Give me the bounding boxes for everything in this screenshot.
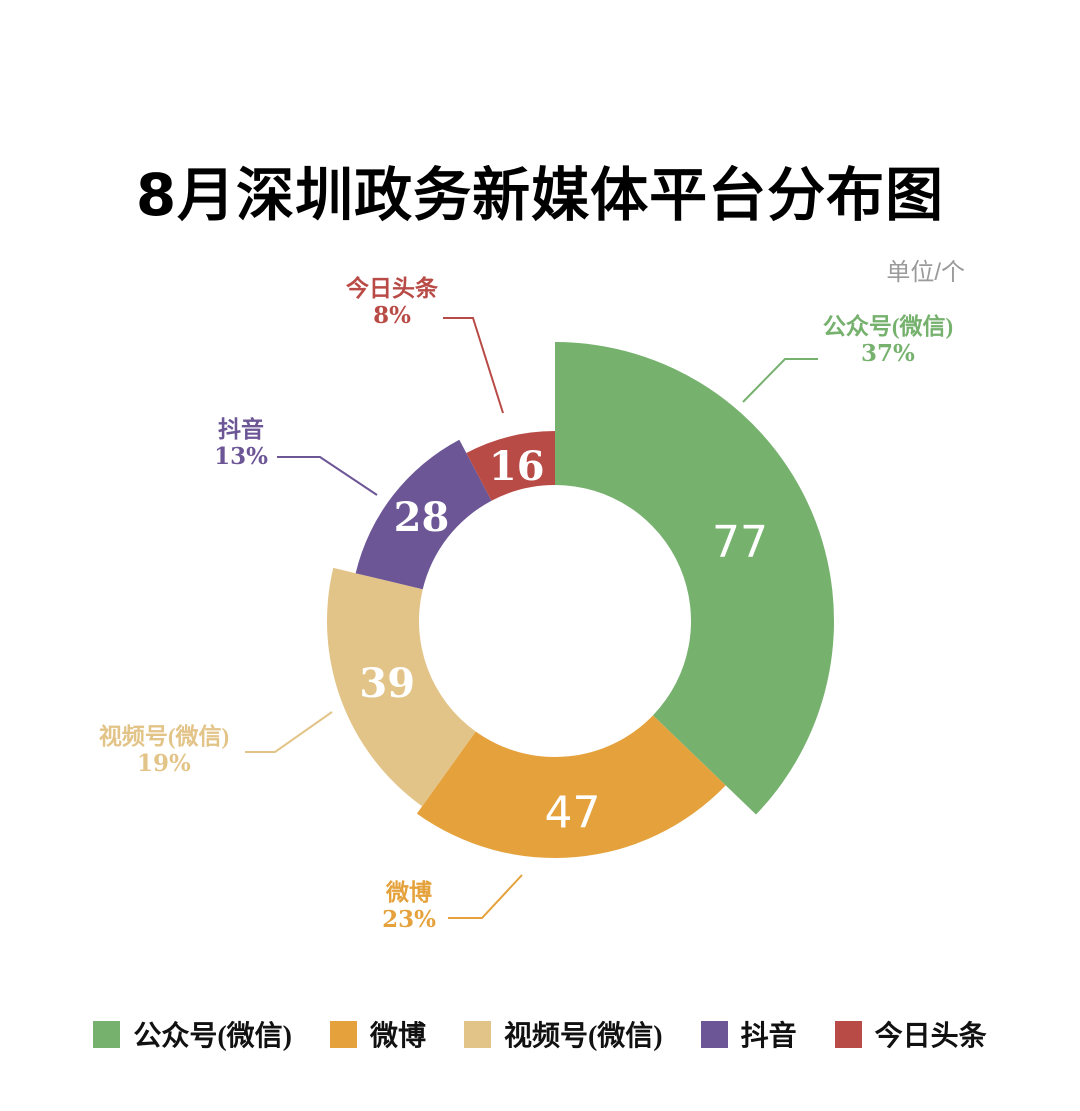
- legend-swatch-douyin: [700, 1020, 728, 1048]
- legend-label-wechat-video-account: 视频号(微信): [503, 1021, 663, 1052]
- callout-toutiao: 今日头条 8%: [346, 275, 438, 329]
- callout-percent-wechat-official-account: 37%: [861, 340, 915, 367]
- callout-name-douyin: 抖音: [218, 417, 264, 442]
- legend: 公众号(微信) 微博 视频号(微信) 抖音 今日头条: [0, 1014, 1080, 1054]
- callout-weibo: 微博 23%: [382, 879, 436, 933]
- leader-line-wechat-official-account: [742, 358, 818, 403]
- callout-name-wechat-video-account: 视频号(微信): [98, 724, 230, 749]
- legend-swatch-wechat-official-account: [93, 1020, 121, 1048]
- leader-line-weibo: [448, 874, 523, 919]
- callout-name-toutiao: 今日头条: [346, 276, 438, 301]
- legend-label-weibo: 微博: [369, 1021, 426, 1052]
- legend-item-wechat-official-account: 公众号(微信): [93, 1014, 292, 1054]
- callout-percent-toutiao: 8%: [373, 302, 411, 329]
- pie-slice-toutiao: [466, 431, 555, 501]
- legend-item-toutiao: 今日头条: [834, 1014, 987, 1054]
- callout-percent-wechat-video-account: 19%: [137, 750, 191, 777]
- callout-percent-weibo: 23%: [382, 906, 436, 933]
- leader-line-wechat-video-account: [245, 711, 333, 753]
- value-label-weibo: 47: [545, 788, 601, 839]
- callout-wechat-official-account: 公众号(微信) 37%: [823, 313, 953, 367]
- value-label-douyin: 28: [394, 494, 450, 541]
- callout-percent-douyin: 13%: [214, 443, 268, 470]
- legend-label-douyin: 抖音: [740, 1021, 797, 1052]
- pie-slice-wechat-video-account: [327, 567, 476, 807]
- pie-slice-wechat-official-account: [555, 342, 834, 815]
- value-label-toutiao: 16: [489, 443, 545, 490]
- legend-swatch-weibo: [329, 1020, 357, 1048]
- legend-label-wechat-official-account: 公众号(微信): [133, 1021, 292, 1052]
- leader-line-douyin: [277, 456, 378, 496]
- legend-item-douyin: 抖音: [700, 1014, 797, 1054]
- callout-douyin: 抖音 13%: [214, 416, 268, 470]
- pie-slice-weibo: [416, 715, 726, 858]
- callout-wechat-video-account: 视频号(微信) 19%: [99, 723, 229, 777]
- legend-item-weibo: 微博: [329, 1014, 426, 1054]
- legend-label-toutiao: 今日头条: [874, 1021, 987, 1052]
- value-label-wechat-official-account: 77: [712, 517, 768, 568]
- leader-line-toutiao: [443, 317, 504, 414]
- callout-name-wechat-official-account: 公众号(微信): [822, 314, 954, 339]
- legend-swatch-wechat-video-account: [463, 1020, 491, 1048]
- value-label-wechat-video-account: 39: [359, 660, 415, 707]
- pie-slice-douyin: [355, 439, 492, 590]
- chart-title: 8月深圳政务新媒体平台分布图: [135, 161, 945, 229]
- unit-label: 单位/个: [886, 259, 965, 286]
- legend-swatch-toutiao: [834, 1020, 862, 1048]
- legend-item-wechat-video-account: 视频号(微信): [463, 1014, 663, 1054]
- callout-name-weibo: 微博: [386, 880, 432, 905]
